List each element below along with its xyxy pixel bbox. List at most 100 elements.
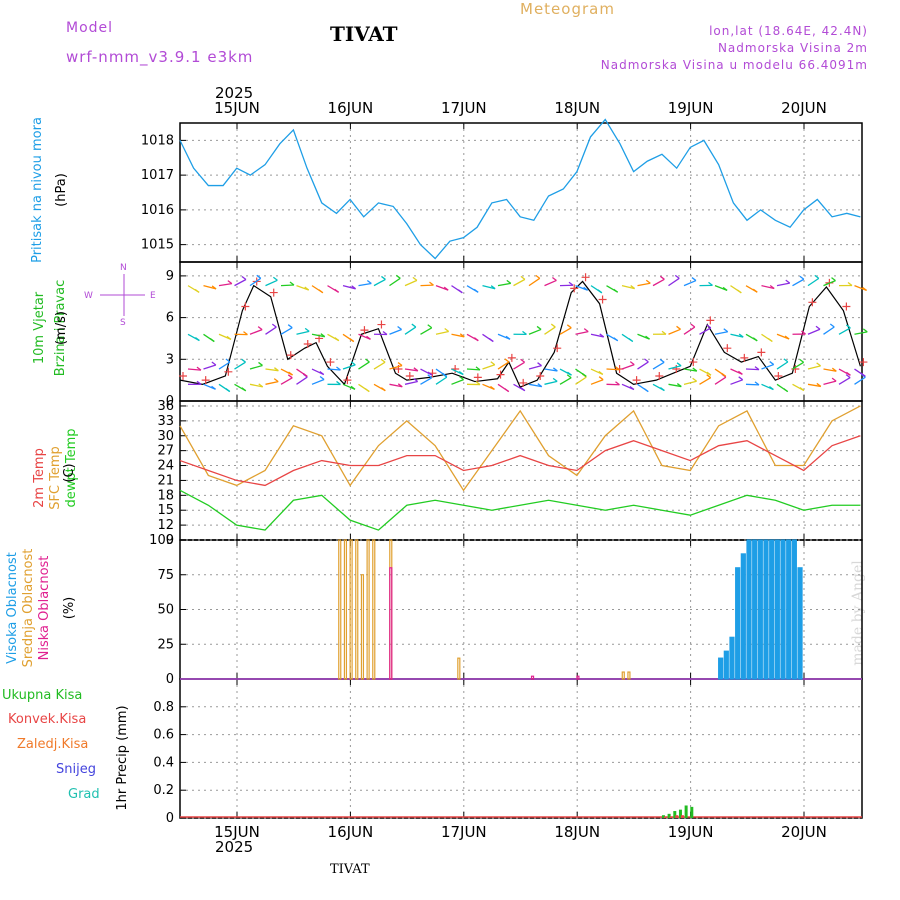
wind-arrow-head	[258, 361, 263, 366]
wind-arrow-head	[288, 371, 293, 376]
gust-marker	[269, 288, 278, 297]
wind-arrow-head	[289, 281, 295, 286]
wind-arrow-head	[459, 333, 465, 338]
wind-arrow-head	[334, 337, 340, 342]
wind-arrow-head	[752, 288, 758, 293]
wind-arrow-head	[227, 280, 233, 285]
wind-arrow-head	[799, 275, 805, 280]
wind-arrow-head	[676, 362, 682, 367]
wind-arrow-head	[397, 325, 402, 331]
legend-snijeg: Snijeg	[56, 762, 96, 777]
lonlat-label: lon,lat (18.64E, 42.4N)	[709, 24, 868, 38]
wind-arrow-head	[629, 361, 635, 366]
gust-marker	[723, 344, 732, 353]
cloud-bar	[769, 539, 775, 680]
wind-arrow-head	[535, 274, 541, 279]
wind-arrow-head	[366, 335, 371, 340]
wind-arrow-head	[442, 372, 448, 377]
wind-arrow	[249, 277, 262, 287]
wind-arrow	[745, 383, 760, 386]
sfc-temp-line	[179, 405, 861, 492]
wind-arrow-head	[429, 281, 434, 286]
wind-arrow	[575, 330, 589, 335]
cloud-bar	[774, 539, 780, 680]
gust-marker	[303, 340, 312, 349]
wind-arrow	[187, 368, 202, 371]
y-tick-label: 6	[166, 311, 174, 326]
wind-arrow-head	[271, 323, 277, 328]
wind-arrow	[668, 277, 680, 287]
gust-marker	[377, 320, 386, 329]
y-tick-label: 3	[166, 352, 174, 367]
panel-frame-4	[179, 678, 863, 819]
wind-arrow	[544, 279, 557, 287]
cloud-bar	[780, 539, 786, 680]
wind-arrow-head	[676, 325, 681, 330]
wind-arrow-head	[413, 367, 419, 372]
wind-arrow	[854, 331, 868, 335]
wind-arrow-head	[382, 330, 388, 335]
wind-arrow	[389, 383, 403, 388]
wind-arrow	[637, 361, 649, 370]
gust-marker	[808, 298, 817, 307]
wind-arrow-head	[320, 333, 326, 338]
pressure-line	[179, 118, 861, 260]
wind-arrow-head	[273, 378, 279, 383]
wind-arrow	[234, 278, 247, 287]
x-tick-label-top: 18JUN	[554, 99, 600, 117]
wind-arrow	[730, 379, 743, 385]
wind-arrow	[342, 364, 356, 370]
y-tick-label: 100	[149, 533, 174, 548]
wind-arrow-head	[194, 288, 200, 293]
wind-arrow-head	[520, 358, 525, 363]
wind-arrow-head	[490, 361, 496, 366]
wind-arrow-head	[243, 331, 248, 336]
wind-arrow-head	[598, 376, 604, 381]
y-tick-label: 0	[166, 811, 174, 826]
wind-arrow-head	[506, 279, 512, 284]
precip-bar	[673, 811, 677, 818]
wind-arrow	[838, 327, 851, 335]
wind-arrow	[451, 379, 464, 385]
gust-marker	[473, 373, 482, 382]
wind-arrow	[807, 383, 821, 388]
wind-arrow-head	[692, 377, 698, 382]
wind-arrow	[373, 278, 386, 287]
legend-grad: Grad	[68, 787, 100, 802]
compass-n: N	[120, 263, 127, 273]
wind-arrow-head	[845, 324, 851, 329]
wind-arrow	[249, 383, 263, 388]
wind-arrow-head	[537, 362, 542, 367]
compass-e: E	[150, 291, 156, 301]
x-tick-label-top: 20JUN	[781, 99, 827, 117]
gust-marker	[842, 302, 851, 311]
wind-arrow	[699, 377, 712, 385]
panel-frame-0	[179, 122, 863, 263]
wind-arrow-head	[754, 366, 760, 371]
wind-arrow-head	[769, 284, 775, 289]
wind-arrow-head	[504, 388, 510, 393]
wind-arrow	[544, 368, 558, 372]
wind-arrow-head	[397, 383, 403, 388]
wind-arrow	[358, 361, 370, 370]
wind-arrow	[482, 284, 496, 290]
cloud-bar	[343, 539, 348, 680]
wind-arrow	[668, 365, 682, 370]
legend-konvek: Konvek.Kisa	[8, 712, 87, 727]
wind-arrow-head	[860, 372, 866, 377]
y-tick-label: 9	[166, 269, 174, 284]
wind-arrow	[823, 280, 836, 287]
wind-arrow	[389, 364, 403, 370]
wind-arrow	[559, 377, 572, 385]
wind-arrow	[358, 282, 372, 287]
x-tick-label-bottom: 18JUN	[554, 823, 600, 841]
wind-arrow	[280, 327, 293, 335]
wind-arrow-head	[319, 375, 325, 381]
wind-arrow-head	[226, 335, 232, 340]
wind-arrow	[404, 279, 418, 287]
x-tick-label-bottom: 16JUN	[328, 823, 374, 841]
wind-arrow-head	[630, 285, 636, 290]
wind-arrow-head	[815, 325, 821, 330]
cloud-bar	[627, 671, 631, 680]
wind-arrow-head	[412, 276, 418, 281]
